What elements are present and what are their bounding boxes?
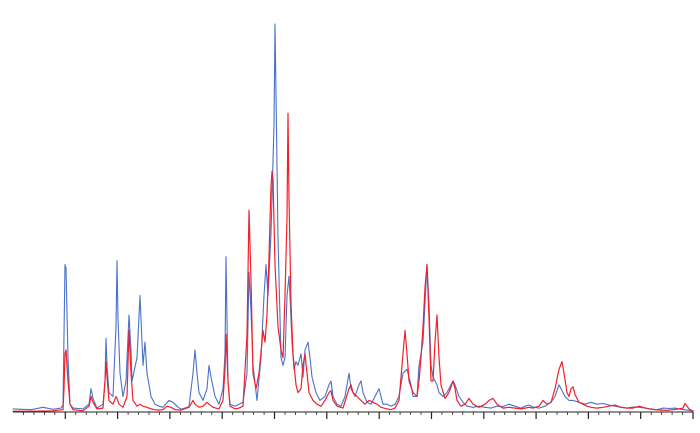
series-line-1 (12, 23, 694, 412)
series-line-2 (12, 112, 694, 412)
series-layer (12, 23, 694, 412)
x-axis (13, 411, 694, 419)
